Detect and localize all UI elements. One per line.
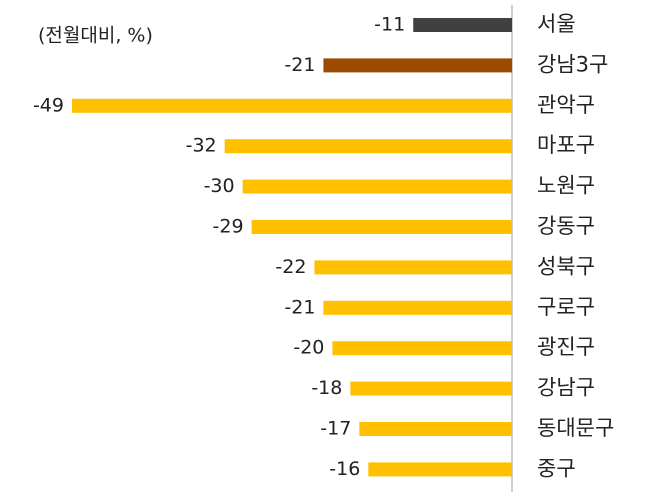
category-label: 광진구 [537, 335, 595, 359]
value-label: -22 [275, 256, 306, 278]
bar [359, 422, 512, 436]
value-label: -16 [329, 458, 360, 480]
bar [224, 139, 512, 154]
bar [323, 58, 512, 73]
bar [323, 300, 512, 315]
category-label: 강동구 [537, 214, 595, 238]
value-label: -30 [204, 175, 235, 197]
category-label: 마포구 [537, 133, 595, 157]
category-label: 강남구 [537, 376, 595, 400]
category-label: 구로구 [537, 295, 595, 319]
bar [332, 341, 512, 356]
bar [368, 462, 512, 477]
value-label: -17 [320, 418, 351, 440]
value-label: -11 [374, 14, 405, 36]
value-label: -49 [33, 94, 64, 116]
chart-subtitle: (전월대비, %) [38, 25, 153, 47]
category-label: 서울 [537, 12, 576, 36]
value-label: -21 [284, 54, 315, 76]
value-label: -18 [311, 377, 342, 399]
category-label: 성북구 [537, 254, 595, 278]
bar [350, 381, 512, 396]
category-label: 중구 [537, 456, 576, 480]
category-label: 강남3구 [537, 52, 608, 76]
bar [413, 18, 512, 32]
bar [251, 220, 512, 234]
bar [72, 98, 512, 113]
category-label: 동대문구 [537, 416, 614, 440]
category-label: 관악구 [537, 93, 595, 117]
category-label: 노원구 [537, 174, 595, 198]
value-label: -29 [213, 216, 244, 238]
bar [314, 260, 512, 275]
bar [242, 179, 512, 194]
value-label: -20 [293, 337, 324, 359]
value-label: -21 [284, 296, 315, 318]
value-label: -32 [186, 135, 217, 157]
